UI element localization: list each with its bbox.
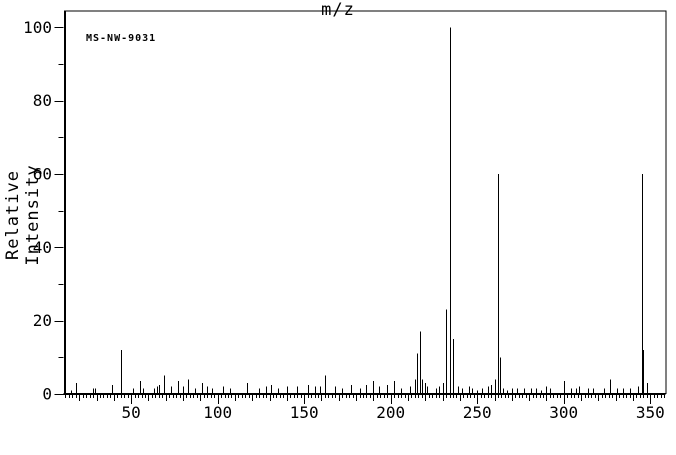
y-tick-label: 0 — [42, 385, 52, 404]
spectrum-peaks — [71, 27, 648, 393]
y-axis-ticks — [54, 27, 64, 395]
x-tick-label: 300 — [549, 403, 578, 422]
y-axis-tick-labels: 0 20 40 60 80 100 — [23, 18, 52, 404]
x-tick-label: 350 — [636, 403, 665, 422]
spectrum-id-annotation: MS-NW-9031 — [86, 33, 157, 44]
x-tick-label: 50 — [121, 403, 140, 422]
y-tick-label: 80 — [33, 91, 52, 110]
x-axis-label: m/z — [321, 0, 355, 20]
y-tick-label: 40 — [33, 238, 52, 257]
x-axis-tick-labels: 50 100 150 200 250 300 350 — [121, 403, 664, 422]
x-tick-label: 200 — [376, 403, 405, 422]
x-tick-label: 100 — [203, 403, 232, 422]
x-tick-label: 250 — [463, 403, 492, 422]
x-axis-ticks — [65, 395, 665, 404]
x-tick-label: 150 — [290, 403, 319, 422]
y-tick-label: 60 — [33, 165, 52, 184]
y-axis-label: Relative Intensity — [3, 164, 43, 266]
plot-frame — [63, 10, 667, 395]
y-tick-label: 20 — [33, 311, 52, 330]
y-tick-label: 100 — [23, 18, 52, 37]
